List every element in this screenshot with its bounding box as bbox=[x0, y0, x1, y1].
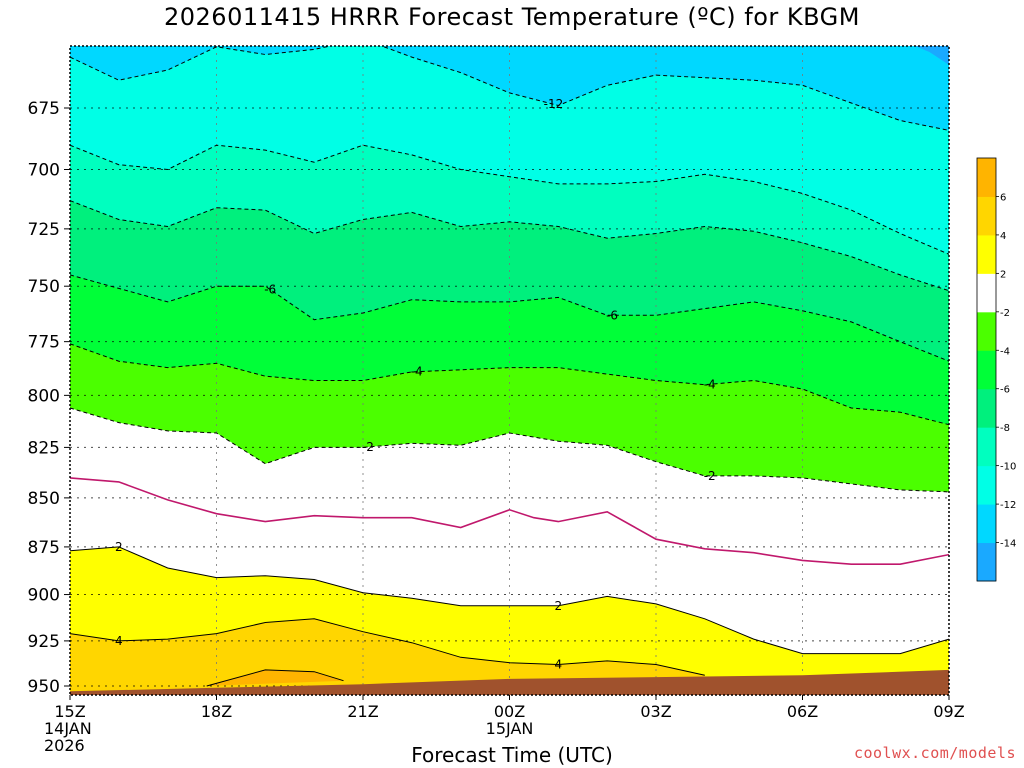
contour-line bbox=[70, 618, 705, 676]
contour-label: 4 bbox=[115, 634, 123, 648]
colorbar-label: -8 bbox=[1000, 423, 1010, 434]
contour-line bbox=[70, 200, 949, 292]
xtick-label: 2026 bbox=[44, 736, 85, 755]
contour-lines bbox=[70, 46, 949, 687]
terrain-fill bbox=[70, 669, 949, 695]
colorbar-swatch bbox=[977, 504, 996, 544]
contour-labels: -12 -6 -6 -4 -4 -2 -2 2 2 4 4 bbox=[115, 97, 716, 671]
colorbar-frame bbox=[976, 157, 997, 582]
contour-line bbox=[70, 274, 949, 362]
contour-line bbox=[206, 669, 344, 687]
xtick-label: 09Z bbox=[933, 702, 964, 721]
colorbar-label: -6 bbox=[1000, 385, 1010, 396]
colorbar-label: -4 bbox=[1000, 346, 1010, 357]
contour-label: 4 bbox=[555, 658, 563, 672]
colorbar-label: -12 bbox=[1000, 500, 1016, 511]
colorbar-swatch bbox=[977, 273, 996, 313]
xtick-label: 00Z bbox=[494, 702, 525, 721]
contour-line bbox=[70, 407, 949, 493]
x-axis-label: Forecast Time (UTC) bbox=[411, 743, 613, 767]
ytick-label: 800 bbox=[28, 386, 60, 406]
ytick-label: 825 bbox=[28, 438, 60, 458]
xtick-label: 21Z bbox=[347, 702, 378, 721]
xtick-label: 06Z bbox=[787, 702, 818, 721]
colorbar-label: 6 bbox=[1000, 192, 1006, 203]
contour-label: -6 bbox=[606, 308, 618, 322]
xtick-label: 03Z bbox=[640, 702, 671, 721]
ytick-label: 950 bbox=[28, 677, 60, 697]
colorbar-label: -2 bbox=[1000, 308, 1010, 319]
contour-label: -2 bbox=[704, 469, 716, 483]
contour-label: -12 bbox=[544, 97, 564, 111]
terrain bbox=[70, 669, 949, 695]
ytick-label: 925 bbox=[28, 632, 60, 652]
contour-line bbox=[70, 343, 949, 426]
colorbar-swatch bbox=[977, 465, 996, 505]
xtick-label: 15JAN bbox=[486, 719, 534, 738]
xtick-label: 15Z bbox=[54, 702, 85, 721]
band-m14 bbox=[914, 46, 949, 65]
colorbar-label: -10 bbox=[1000, 462, 1016, 473]
contour-label: -4 bbox=[704, 377, 716, 391]
colorbar-label: 2 bbox=[1000, 269, 1006, 280]
colorbar-label: -14 bbox=[1000, 539, 1016, 550]
colorbar-label: 4 bbox=[1000, 231, 1006, 242]
colorbar: -14 -12 -10 -8 -6 -4 -2 2 4 6 bbox=[976, 157, 1016, 582]
ytick-label: 850 bbox=[28, 489, 60, 509]
contour-line bbox=[70, 46, 949, 131]
xtick-label: 14JAN bbox=[44, 719, 92, 738]
ytick-label: 900 bbox=[28, 586, 60, 606]
colorbar-swatch bbox=[977, 234, 996, 274]
contour-label: -4 bbox=[411, 365, 423, 379]
credit-link[interactable]: coolwx.com/models bbox=[853, 744, 1016, 762]
colorbar-swatch bbox=[977, 196, 996, 236]
band-4 bbox=[70, 618, 705, 695]
contour-label: 2 bbox=[115, 540, 123, 554]
axis-ticks: 67570072575077580082585087590092595015Z1… bbox=[28, 99, 965, 755]
colorbar-swatch bbox=[977, 542, 996, 582]
contour-label: -2 bbox=[362, 440, 374, 454]
ytick-label: 750 bbox=[28, 277, 60, 297]
grid-lines bbox=[70, 46, 949, 695]
colorbar-swatch bbox=[977, 427, 996, 467]
colorbar-swatch bbox=[977, 350, 996, 390]
contour-label: 2 bbox=[555, 599, 563, 613]
page-title: 2026011415 HRRR Forecast Temperature (ºC… bbox=[163, 3, 860, 31]
contour-line bbox=[70, 546, 949, 655]
colorbar-swatch bbox=[977, 388, 996, 428]
band-6 bbox=[206, 669, 344, 686]
contour-label: -6 bbox=[264, 283, 276, 297]
ytick-label: 725 bbox=[28, 220, 60, 240]
contour-line bbox=[70, 477, 949, 566]
xtick-label: 18Z bbox=[201, 702, 232, 721]
contour-line bbox=[70, 144, 949, 255]
ytick-label: 775 bbox=[28, 333, 60, 353]
colorbar-swatch bbox=[977, 158, 996, 197]
ytick-label: 875 bbox=[28, 538, 60, 558]
ytick-label: 675 bbox=[28, 99, 60, 119]
ytick-label: 700 bbox=[28, 161, 60, 181]
colorbar-swatch bbox=[977, 311, 996, 351]
